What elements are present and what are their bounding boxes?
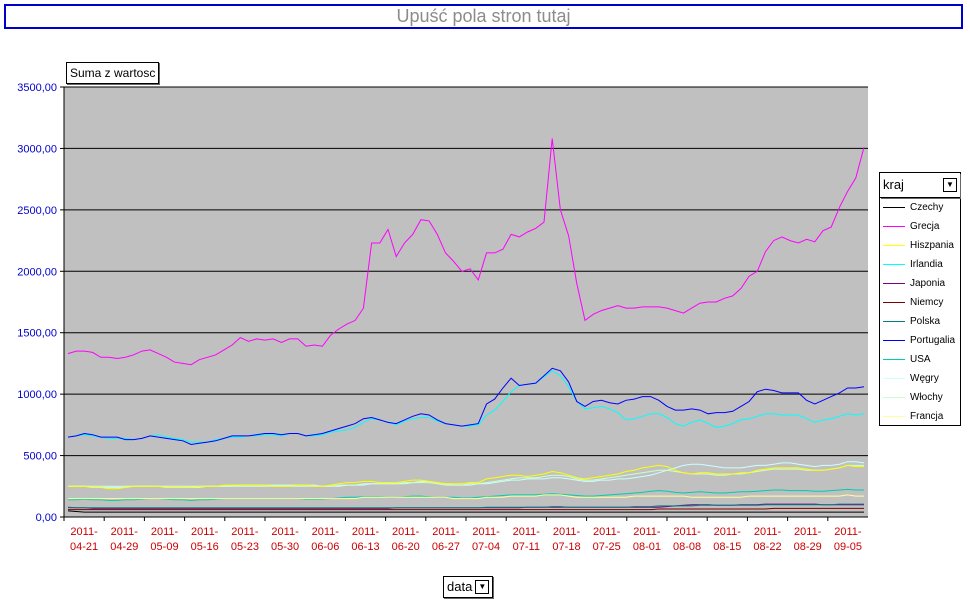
- y-tick-label: 2000,00: [17, 266, 57, 278]
- x-tick-label: 2011-08-01: [633, 526, 661, 553]
- legend-swatch: [883, 226, 905, 227]
- legend-label: Irlandia: [910, 259, 943, 270]
- data-field-button[interactable]: Suma z wartosc: [66, 62, 160, 84]
- y-tick-label: 500,00: [23, 451, 57, 463]
- x-tick-label: 2011-06-06: [311, 526, 339, 553]
- series-line-hiszpania: [68, 464, 864, 490]
- legend: kraj ▼ Czechy Grecja Hiszpania Irlandia Japo…: [879, 172, 961, 426]
- x-tick-label: 2011-07-11: [513, 526, 541, 553]
- x-tick-label: 2011-04-29: [110, 526, 138, 553]
- series-line-irlandia: [67, 370, 865, 443]
- legend-item: Niemcy: [880, 293, 960, 312]
- x-tick-label: 2011-06-20: [392, 526, 420, 553]
- dropdown-arrow-icon[interactable]: ▼: [943, 178, 957, 192]
- legend-label: USA: [910, 354, 931, 365]
- legend-swatch: [883, 283, 905, 284]
- series-line-niemcy: [68, 507, 864, 511]
- series-line-francja: [68, 494, 864, 500]
- legend-item: Węgry: [880, 369, 960, 388]
- legend-swatch: [883, 245, 905, 246]
- y-tick-label: 1000,00: [17, 389, 57, 401]
- legend-item: Czechy: [880, 198, 960, 217]
- legend-item: USA: [880, 350, 960, 369]
- legend-swatch: [883, 264, 905, 265]
- x-tick-label: 2011-07-18: [552, 526, 580, 553]
- series-lines: [67, 138, 865, 513]
- category-field-button[interactable]: data ▼: [443, 576, 494, 598]
- legend-item: Hiszpania: [880, 236, 960, 255]
- legend-item: Polska: [880, 312, 960, 331]
- x-tick-label: 2011-05-09: [150, 526, 178, 553]
- legend-item: Irlandia: [880, 255, 960, 274]
- y-tick-label: 3000,00: [17, 143, 57, 155]
- legend-swatch: [883, 359, 905, 360]
- category-field-label: data: [447, 579, 473, 594]
- page-field-drop-zone[interactable]: Upuść pola stron tutaj: [4, 4, 963, 29]
- legend-item: Grecja: [880, 217, 960, 236]
- legend-item: Portugalia: [880, 331, 960, 350]
- x-tick-label: 2011-08-22: [753, 526, 781, 553]
- y-tick-label: 2500,00: [17, 205, 57, 217]
- x-tick-label: 2011-05-30: [271, 526, 299, 553]
- x-tick-label: 2011-08-29: [794, 526, 822, 553]
- legend-item: Włochy: [880, 388, 960, 407]
- legend-field-button[interactable]: kraj ▼: [880, 173, 960, 198]
- legend-label: Węgry: [910, 373, 939, 384]
- x-tick-label: 2011-08-08: [673, 526, 701, 553]
- legend-label: Czechy: [910, 202, 944, 213]
- x-tick-label: 2011-07-04: [472, 526, 500, 553]
- y-axis: 0,00 500,00 1000,00 1500,00 2000,00 2500,00 30…: [17, 82, 65, 524]
- x-tick-label: 2011-06-27: [432, 526, 460, 553]
- x-tick-label: 2011-05-23: [231, 526, 259, 553]
- series-line-usa: [68, 488, 864, 501]
- x-tick-label: 2011-05-16: [191, 526, 219, 553]
- legend-label: Polska: [910, 316, 941, 327]
- y-tick-label: 1500,00: [17, 328, 57, 340]
- series-line-czechy: [67, 510, 864, 513]
- x-tick-label: 2011-08-15: [713, 526, 741, 553]
- legend-swatch: [883, 397, 905, 398]
- series-line-grecja: [67, 138, 865, 366]
- legend-swatch: [883, 340, 905, 341]
- legend-title: kraj: [883, 177, 904, 192]
- legend-label: Hiszpania: [910, 240, 954, 251]
- legend-label: Grecja: [910, 221, 940, 232]
- legend-items: Czechy Grecja Hiszpania Irlandia Japonia Niem…: [880, 198, 960, 426]
- legend-label: Japonia: [910, 278, 946, 289]
- plot-area: [64, 87, 868, 517]
- x-tick-label: 2011-04-21: [70, 526, 98, 553]
- legend-item: Francja: [880, 407, 960, 426]
- legend-swatch: [883, 302, 905, 303]
- y-tick-label: 3500,00: [17, 82, 57, 94]
- legend-label: Włochy: [910, 392, 943, 403]
- x-tick-label: 2011-06-13: [351, 526, 379, 553]
- legend-swatch: [883, 378, 905, 379]
- legend-label: Francja: [910, 411, 944, 422]
- legend-label: Niemcy: [910, 297, 944, 308]
- x-axis: 2011-04-21 2011-04-29 2011-05-09 2011-05-16…: [63, 516, 868, 553]
- legend-label: Portugalia: [910, 335, 956, 346]
- series-line-polska: [68, 503, 864, 509]
- x-tick-label: 2011-09-05: [834, 526, 862, 553]
- legend-swatch: [883, 321, 905, 322]
- series-line-portugalia: [67, 367, 865, 446]
- x-tick-label: 2011-07-25: [593, 526, 621, 553]
- dropdown-arrow-icon[interactable]: ▼: [475, 580, 490, 594]
- legend-swatch: [883, 207, 905, 208]
- y-tick-label: 0,00: [36, 512, 57, 524]
- legend-swatch: [883, 416, 905, 417]
- gridlines: [64, 86, 868, 457]
- legend-item: Japonia: [880, 274, 960, 293]
